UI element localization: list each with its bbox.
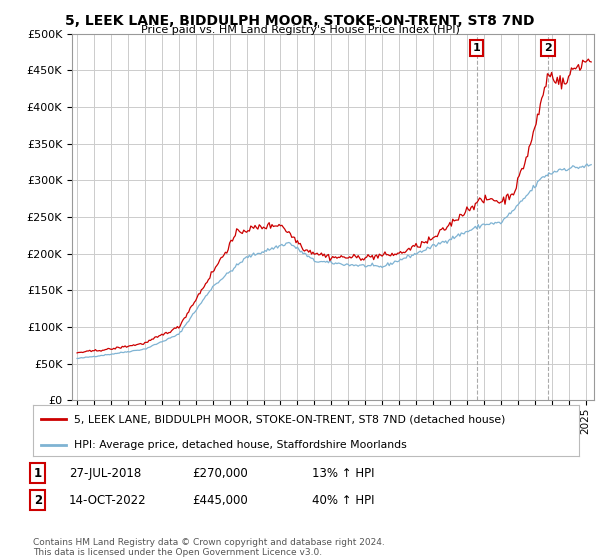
Text: £445,000: £445,000 [192,493,248,507]
Text: £270,000: £270,000 [192,466,248,480]
Text: 5, LEEK LANE, BIDDULPH MOOR, STOKE-ON-TRENT, ST8 7ND (detached house): 5, LEEK LANE, BIDDULPH MOOR, STOKE-ON-TR… [74,414,505,424]
Text: Contains HM Land Registry data © Crown copyright and database right 2024.
This d: Contains HM Land Registry data © Crown c… [33,538,385,557]
Text: 2: 2 [544,43,552,53]
Text: 1: 1 [473,43,481,53]
Text: 2: 2 [34,493,42,507]
Text: 5, LEEK LANE, BIDDULPH MOOR, STOKE-ON-TRENT, ST8 7ND: 5, LEEK LANE, BIDDULPH MOOR, STOKE-ON-TR… [65,14,535,28]
Text: 27-JUL-2018: 27-JUL-2018 [69,466,141,480]
Text: 13% ↑ HPI: 13% ↑ HPI [312,466,374,480]
Text: 1: 1 [34,466,42,480]
Text: 14-OCT-2022: 14-OCT-2022 [69,493,146,507]
Text: 40% ↑ HPI: 40% ↑ HPI [312,493,374,507]
Text: HPI: Average price, detached house, Staffordshire Moorlands: HPI: Average price, detached house, Staf… [74,440,407,450]
Text: Price paid vs. HM Land Registry's House Price Index (HPI): Price paid vs. HM Land Registry's House … [140,25,460,35]
